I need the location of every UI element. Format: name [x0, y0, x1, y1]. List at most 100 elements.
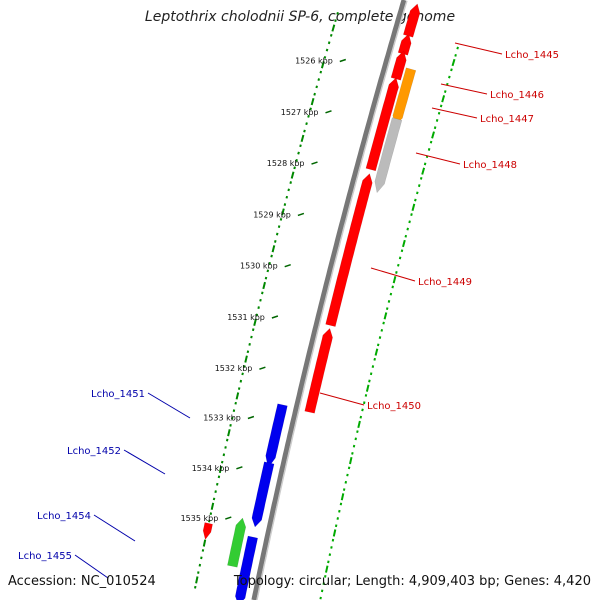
- gc-outer-mark: [371, 365, 375, 368]
- gene-lcho-1448: [374, 117, 403, 194]
- gc-outer-mark: [328, 553, 332, 557]
- accession-text: Accession: NC_010524: [8, 574, 156, 589]
- gc-outer-mark: [421, 167, 426, 175]
- tick-mark: [259, 366, 266, 370]
- gc-outer-mark: [437, 111, 441, 115]
- gene-label-lcho-1455: Lcho_1455: [18, 551, 72, 562]
- gc-outer-mark: [387, 299, 391, 303]
- gc-outer-mark: [361, 408, 364, 412]
- label-leader-line: [431, 107, 478, 119]
- label-leader-line: [123, 449, 166, 475]
- gc-outer-mark: [395, 271, 398, 274]
- gc-inner-mark: [305, 122, 308, 126]
- tick-label: 1530 kbp: [240, 262, 278, 271]
- gc-inner-mark: [239, 379, 243, 383]
- gc-inner-mark: [334, 19, 337, 23]
- tick-mark: [325, 110, 332, 114]
- gc-inner-mark: [300, 134, 305, 143]
- gc-inner-mark: [329, 33, 333, 37]
- gc-outer-mark: [346, 473, 349, 477]
- gc-outer-mark: [441, 95, 446, 103]
- gc-inner-mark: [281, 208, 285, 216]
- gc-inner-mark: [290, 171, 295, 179]
- gc-outer-mark: [352, 444, 356, 448]
- tick-mark: [236, 466, 243, 470]
- gc-inner-mark: [202, 539, 207, 547]
- gene-label-lcho-1450: Lcho_1450: [367, 401, 421, 412]
- gc-outer-mark: [331, 538, 335, 542]
- tick-mark: [311, 161, 318, 165]
- gc-inner-mark: [313, 92, 316, 96]
- gc-inner-mark: [275, 232, 279, 236]
- gc-outer-mark: [339, 502, 343, 506]
- gc-inner-mark: [331, 24, 336, 32]
- gc-inner-mark: [232, 409, 236, 413]
- gene-label-lcho-1448: Lcho_1448: [463, 160, 517, 171]
- gc-inner-mark: [271, 245, 276, 253]
- gc-inner-mark: [255, 313, 259, 317]
- gc-inner-mark: [285, 195, 289, 199]
- gc-outer-mark: [431, 131, 435, 139]
- gc-outer-mark: [435, 119, 439, 122]
- gc-inner-mark: [195, 576, 199, 584]
- gc-inner-mark: [212, 497, 216, 501]
- gc-outer-mark: [416, 191, 419, 195]
- gc-inner-mark: [224, 446, 227, 449]
- gc-inner-mark: [325, 48, 329, 52]
- gc-inner-mark: [241, 372, 244, 376]
- gc-outer-mark: [411, 203, 416, 211]
- gc-outer-mark: [382, 321, 385, 325]
- gc-inner-mark: [264, 276, 268, 280]
- backbone-line: [251, 0, 407, 600]
- gc-outer-mark: [342, 488, 346, 491]
- gc-inner-mark: [253, 318, 257, 326]
- gc-outer-mark: [325, 565, 329, 573]
- gc-inner-mark: [244, 355, 248, 363]
- gc-inner-mark: [208, 519, 211, 523]
- gene-label-lcho-1452: Lcho_1452: [67, 446, 121, 457]
- gc-inner-mark: [246, 350, 250, 354]
- gc-inner-mark: [217, 475, 221, 479]
- gc-outer-mark: [404, 234, 408, 238]
- tick-mark: [225, 516, 232, 520]
- label-leader-line: [93, 514, 136, 542]
- map-title: Leptothrix cholodnii SP-6, complete geno…: [144, 9, 456, 25]
- gene-label-lcho-1445: Lcho_1445: [505, 50, 559, 61]
- gc-outer-mark: [369, 372, 373, 376]
- gc-outer-mark: [454, 53, 457, 57]
- genome-backbone: [251, 0, 408, 600]
- gene-lcho-1445-segment: [402, 3, 421, 38]
- gc-outer-mark: [356, 430, 359, 434]
- gc-outer-mark: [385, 307, 389, 311]
- gc-inner-mark: [214, 490, 217, 494]
- gene-features: [202, 3, 421, 600]
- gc-outer-mark: [392, 276, 397, 284]
- gc-outer-mark: [354, 437, 357, 441]
- gene-lcho-1454: [227, 517, 247, 568]
- gc-inner-mark: [259, 298, 262, 302]
- gc-inner-mark: [250, 335, 253, 339]
- label-leader-line: [454, 42, 503, 55]
- tick-label: 1527 kbp: [281, 108, 319, 117]
- gc-outer-mark: [414, 198, 417, 202]
- gc-outer-mark: [380, 328, 384, 332]
- label-leader-line: [74, 554, 109, 579]
- gc-outer-mark: [357, 420, 361, 429]
- gc-inner-mark: [234, 401, 237, 405]
- kbp-tick-marks: 1526 kbp 1527 kbp 1528 kbp 1529 kbp 1530 kbp…: [181, 57, 347, 523]
- gene-label-lcho-1454: Lcho_1454: [37, 511, 91, 522]
- gene-lcho-1449: [325, 173, 373, 327]
- gc-skew-outer-track: [319, 46, 459, 600]
- label-leader-line: [319, 392, 365, 406]
- gc-inner-mark: [336, 11, 339, 15]
- tick-label: 1533 kbp: [203, 414, 241, 423]
- gc-outer-mark: [378, 336, 382, 340]
- gene-small-feature: [202, 522, 213, 541]
- gc-inner-mark: [257, 306, 260, 310]
- gc-inner-mark: [216, 482, 219, 486]
- gc-outer-mark: [365, 384, 370, 392]
- topology-text: Topology: circular; Length: 4,909,403 bp…: [233, 574, 591, 589]
- gc-outer-mark: [419, 176, 423, 180]
- gc-inner-mark: [248, 342, 251, 346]
